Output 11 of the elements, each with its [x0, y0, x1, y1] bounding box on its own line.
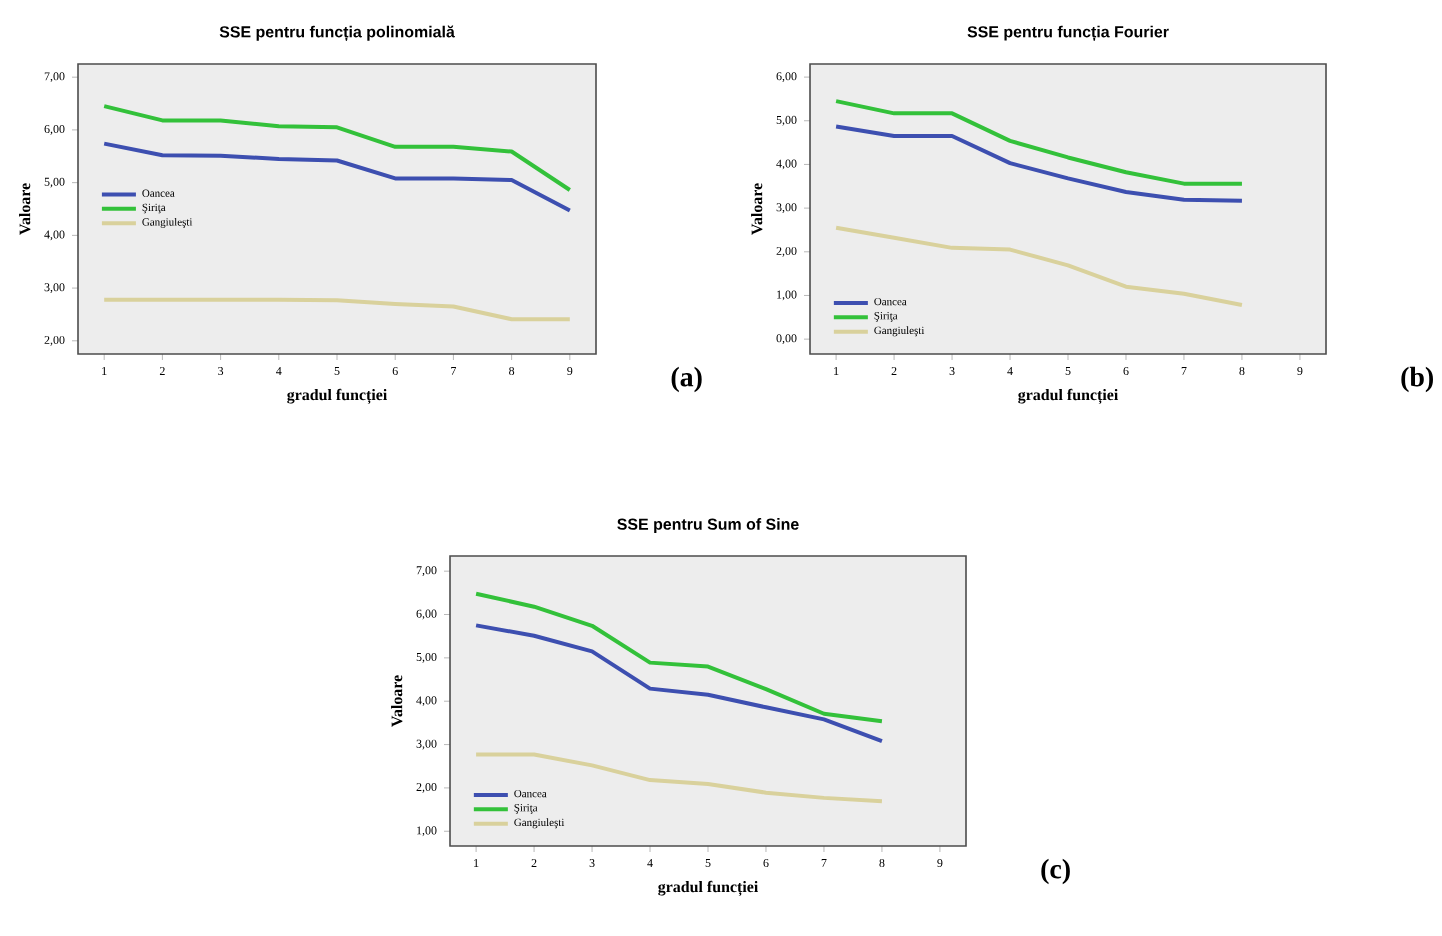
line-series — [834, 225, 1244, 308]
line-series — [474, 623, 884, 744]
line-series — [474, 591, 884, 724]
text: (c) — [1041, 858, 1070, 885]
line-series — [474, 752, 884, 804]
line-series — [834, 124, 1244, 203]
text: (b) — [1401, 366, 1433, 393]
line-series — [834, 99, 1244, 186]
text: (a) — [671, 366, 702, 393]
line-series — [102, 104, 572, 193]
line-series — [102, 141, 572, 213]
